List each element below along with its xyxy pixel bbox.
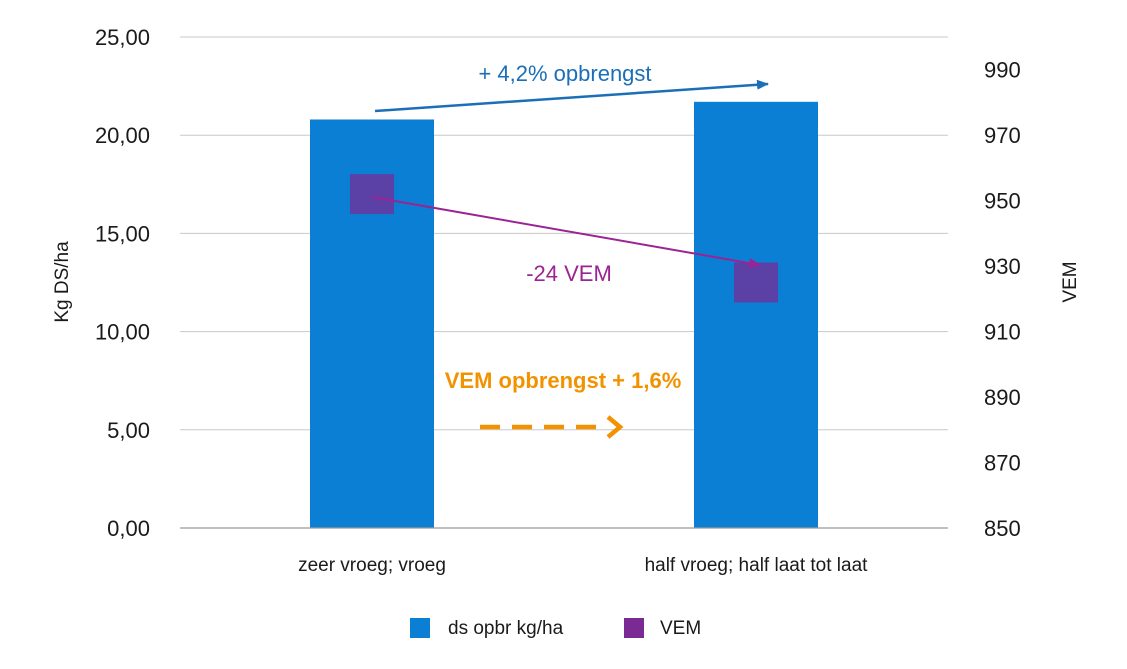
- marker-layer: [350, 174, 778, 303]
- left-axis-title: Kg DS/ha: [52, 241, 73, 323]
- y-tick-label: 20,00: [95, 123, 150, 148]
- right-axis-title: VEM: [1060, 261, 1081, 302]
- vem-annotation: -24 VEM: [526, 261, 612, 286]
- annotation-layer: + 4,2% opbrengst -24 VEM VEM opbrengst +…: [371, 61, 769, 439]
- bar: [694, 101, 818, 528]
- x-tick-label: zeer vroeg; vroeg: [298, 555, 446, 576]
- axis-layer: 0,00 5,00 10,00 15,00 20,00 25,00 850 870 890 910…: [95, 25, 1021, 576]
- yield-annotation: + 4,2% opbrengst: [478, 61, 651, 86]
- y2-tick-label: 850: [984, 516, 1021, 541]
- legend: ds opbr kg/ha VEM: [410, 618, 701, 639]
- y2-tick-label: 930: [984, 254, 1021, 279]
- grid-layer: [180, 36, 948, 431]
- vem-yield-arrowhead: [606, 415, 624, 439]
- y-tick-label: 5,00: [107, 418, 150, 443]
- vem-yield-annotation: VEM opbrengst + 1,6%: [445, 368, 682, 393]
- y2-tick-label: 970: [984, 123, 1021, 148]
- y2-tick-label: 870: [984, 451, 1021, 476]
- vem-marker: [350, 174, 394, 215]
- y2-tick-label: 990: [984, 58, 1021, 83]
- x-tick-label: half vroeg; half laat tot laat: [645, 555, 869, 576]
- vem-marker: [734, 262, 778, 303]
- y2-tick-label: 950: [984, 189, 1021, 214]
- yield-arrow: [374, 79, 769, 113]
- bar-layer: [310, 101, 818, 528]
- y2-tick-label: 910: [984, 320, 1021, 345]
- legend-swatch-ds: [410, 618, 430, 638]
- y-tick-label: 25,00: [95, 25, 150, 50]
- y-tick-label: 15,00: [95, 221, 150, 246]
- legend-label-ds: ds opbr kg/ha: [448, 618, 564, 639]
- vem-arrow: [371, 196, 761, 269]
- y-tick-label: 0,00: [107, 516, 150, 541]
- y-tick-label: 10,00: [95, 320, 150, 345]
- legend-swatch-vem: [624, 618, 644, 638]
- legend-label-vem: VEM: [660, 618, 701, 639]
- y2-tick-label: 890: [984, 385, 1021, 410]
